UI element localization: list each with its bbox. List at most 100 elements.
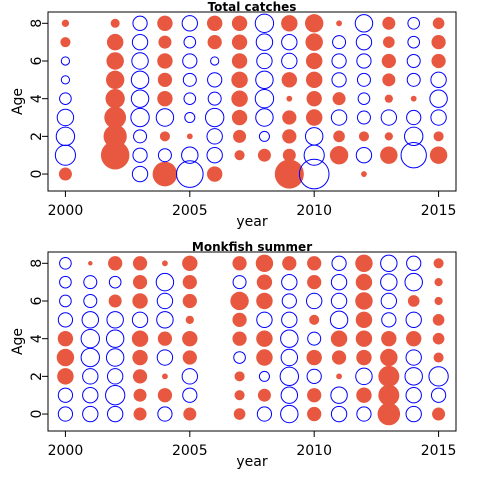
bubble-positive: [185, 315, 194, 324]
y-tick-label: 4: [29, 334, 45, 343]
bubble-negative: [183, 35, 197, 49]
bubble-negative: [430, 71, 447, 89]
bubble-positive: [157, 53, 173, 69]
bubble-positive: [106, 33, 124, 51]
bubble-negative: [59, 92, 72, 105]
bubble-positive: [104, 106, 127, 129]
bubble-negative: [60, 75, 71, 85]
bubble-positive: [331, 350, 347, 365]
bubble-positive: [336, 20, 342, 27]
bubble-negative: [132, 147, 148, 163]
bubble-positive: [231, 109, 248, 126]
bubble-positive: [233, 129, 247, 143]
y-axis-label: Age: [10, 328, 26, 355]
bubble-negative: [57, 406, 74, 422]
bubble-negative: [130, 107, 150, 128]
bubble-negative: [404, 272, 423, 292]
bubble-positive: [108, 256, 123, 271]
bubble-negative: [156, 292, 174, 310]
bubble-negative: [55, 126, 76, 147]
chart-title: Monkfish summer: [192, 240, 312, 254]
bubble-positive: [282, 148, 296, 162]
bubble-positive: [381, 330, 397, 347]
bubble-positive: [382, 73, 396, 87]
x-tick-label: 2005: [172, 443, 208, 459]
bubble-positive: [355, 330, 373, 347]
bubble-negative: [54, 144, 76, 166]
bubble-positive: [305, 33, 323, 51]
bubble-negative: [405, 405, 422, 423]
bubble-positive: [384, 132, 393, 141]
bubble-negative: [182, 72, 197, 87]
bubble-negative: [404, 126, 424, 147]
bubble-negative: [130, 89, 150, 108]
bubble-positive: [231, 53, 248, 69]
bubble-negative: [131, 311, 149, 329]
bubble-positive: [159, 131, 170, 142]
bubble-negative: [306, 292, 323, 310]
bubble-positive: [434, 278, 443, 287]
bubble-plot-panel: 2000 2005 2010 2015 0 2 4 6 8 Total catches year Ag…: [10, 0, 457, 230]
bubble-positive: [132, 293, 148, 309]
bubble-positive: [133, 407, 147, 421]
bubble-positive: [380, 146, 398, 164]
bubble-negative: [81, 311, 100, 329]
bubble-negative: [131, 165, 149, 183]
bubble-negative: [430, 387, 447, 403]
bubble-negative: [330, 386, 348, 404]
y-tick-label: 8: [29, 19, 45, 28]
y-tick-label: 0: [29, 170, 45, 179]
y-axis-label: Age: [10, 88, 26, 115]
bubble-positive: [282, 110, 297, 125]
bubble-negative: [82, 368, 99, 385]
bubble-negative: [281, 33, 298, 51]
bubble-negative: [206, 147, 223, 164]
bubble-positive: [282, 129, 297, 144]
bubble-positive: [361, 171, 367, 177]
bubble-positive: [157, 90, 173, 107]
bubble-positive: [381, 53, 396, 69]
bubble-negative: [157, 148, 172, 163]
bubble-positive: [406, 330, 422, 347]
bubble-negative: [131, 33, 149, 51]
x-tick-label: 2010: [296, 443, 332, 459]
bubble-negative: [357, 92, 371, 105]
bubble-positive: [356, 387, 372, 403]
bubble-positive: [433, 131, 444, 142]
bubbles: [56, 254, 449, 426]
bubble-positive: [255, 254, 274, 273]
bubble-positive: [157, 331, 173, 346]
bubble-positive: [355, 292, 373, 310]
bubble-positive: [157, 72, 173, 87]
bubble-positive: [333, 130, 345, 143]
bubble-positive: [182, 350, 197, 365]
bubble-negative: [428, 366, 449, 387]
bubble-negative: [83, 293, 98, 308]
bubble-negative: [381, 312, 397, 328]
bubble-negative: [380, 254, 398, 273]
bubble-positive: [232, 312, 247, 327]
bubble-negative: [182, 387, 198, 403]
bubble-negative: [356, 110, 371, 125]
bubble-negative: [254, 88, 275, 109]
bubble-negative: [307, 331, 322, 346]
bubble-positive: [105, 70, 125, 90]
bubble-negative: [181, 368, 198, 385]
y-tick-label: 6: [29, 296, 45, 305]
bubble-negative: [108, 275, 122, 289]
bubble-negative: [156, 311, 174, 329]
bubbles: [54, 13, 448, 190]
x-tick-label: 2015: [421, 443, 457, 459]
bubble-positive: [306, 349, 322, 366]
bubble-negative: [155, 272, 175, 292]
bubble-positive: [100, 140, 130, 170]
bubble-negative: [254, 13, 275, 33]
bubble-positive: [231, 90, 248, 107]
bubble-negative: [83, 275, 98, 290]
bubble-negative: [380, 292, 398, 310]
bubble-negative: [233, 351, 246, 364]
bubble-positive: [336, 373, 342, 380]
bubble-positive: [433, 258, 444, 269]
bubble-positive: [378, 384, 400, 406]
